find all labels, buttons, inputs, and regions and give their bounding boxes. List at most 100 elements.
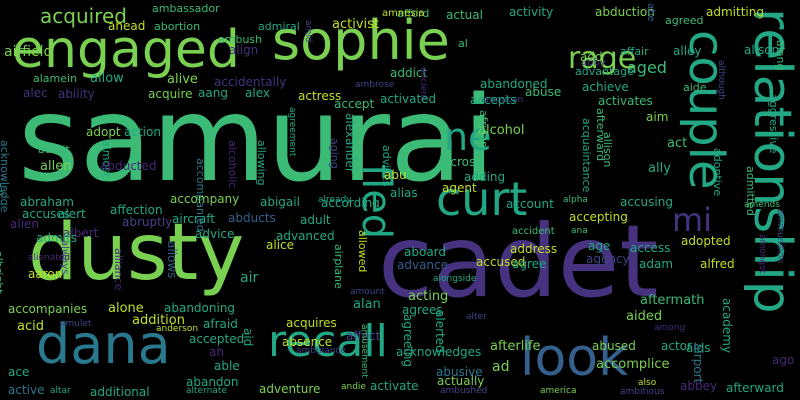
word-andie: andie [341,382,366,392]
word-abby: abby [581,57,606,68]
word-ace: ace [8,365,30,379]
word-academy: academy [720,298,734,354]
word-alec: alec [23,86,48,100]
word-abused: abused [592,339,636,353]
word-ana: ana [571,226,588,236]
word-absence: absence [282,335,333,349]
word-advanced: advanced [276,229,335,243]
word-alice: alice [266,238,295,252]
word-alive: alive [167,72,198,87]
word-accompany: accompany [170,192,240,206]
word-alter: alter [466,312,487,322]
word-amongst: amongst [757,234,767,274]
word-age: age [588,239,611,253]
word-abducts: abducts [228,211,276,225]
word-accepted: accepted [189,332,245,346]
word-adopt: adopt [86,125,121,139]
word-abigail: abigail [260,195,300,209]
word-dana: dana [36,313,171,376]
word-amends: amends [744,200,780,210]
word-ally: ally [648,161,671,176]
word-alamein: alamein [33,72,78,85]
word-activates: activates [598,94,653,108]
word-actress: actress [298,89,342,103]
word-agree: agree [512,257,547,271]
word-acquired: acquired [40,4,127,28]
word-albright: albright [0,251,5,294]
word-alias: alias [390,186,418,200]
word-allison: allison [601,132,614,168]
word-ne: ne [444,115,492,159]
word-adding: adding [464,170,506,184]
word-rage: rage [568,41,637,76]
word-aging: aging [328,138,341,169]
word-sophie: sophie [272,9,450,72]
word-access: access [630,241,671,255]
word-agreement: agreement [287,107,297,157]
word-adopted: adopted [681,234,731,248]
word-activate: activate [370,379,419,393]
word-aged: aged [627,58,667,77]
word-aboard: aboard [404,245,447,259]
word-ah: ah [209,345,224,359]
word-adventure: adventure [259,382,321,396]
word-align: align [229,43,259,57]
word-accused: accused [476,255,526,269]
word-advantage: advantage [575,65,634,78]
word-adoptive: adoptive [711,148,724,197]
word-among: among [654,323,686,333]
word-alone: alone [108,301,144,316]
word-airfield: airfield [4,44,53,60]
word-abraham: abraham [20,195,74,209]
word-alexander: alexander [343,113,357,173]
word-additional: additional [90,385,150,399]
word-addict: addict [390,66,428,80]
word-abandon: abandon [186,375,239,389]
word-afterlife: afterlife [490,339,541,354]
word-albert: albert [63,226,99,240]
word-aided: aided [626,309,663,324]
word-aids: aids [686,341,711,355]
word-accomplice: accomplice [596,357,670,372]
word-add: add [580,50,603,64]
word-allen: allen [40,159,72,174]
word-alex: alex [245,86,270,100]
word-across: across [443,155,482,169]
word-aftermath: aftermath [640,293,705,308]
word-acquire: acquire [148,87,193,101]
word-alcoholic: alcoholic [226,140,239,189]
word-amid: amid [303,20,313,43]
word-curt: curt [436,172,528,226]
word-alpha: alpha [563,195,588,205]
word-afford: afford [397,7,430,20]
word-anderson: anderson [156,324,199,334]
word-actual: actual [446,8,483,22]
word-abusive: abusive [436,365,483,379]
word-agreed: agreed [665,14,704,27]
word-aid: aid [241,328,255,347]
word-achieve: achieve [582,80,629,94]
word-aaron: aaron [28,267,63,281]
word-accepting: accepting [569,210,628,224]
word-afterward: afterward [726,381,784,395]
word-amount: amount [350,287,385,297]
word-alliance: alliance [112,248,125,291]
word-agrees: agrees [402,303,443,317]
word-actually: actually [437,374,485,388]
word-abbey: abbey [680,379,718,393]
word-abandoning: abandoning [164,301,236,315]
word-abuse: abuse [525,85,562,99]
word-adult: adult [300,213,331,227]
word-affection: affection [110,203,163,217]
word-accepts: accepts [470,93,517,107]
word-amnesia: amnesia [382,8,425,19]
word-america: america [540,386,577,396]
word-activist: activist [332,17,379,32]
word-abducted: abducted [100,159,157,173]
word-adam: adam [639,257,674,271]
word-advance: advance [397,258,449,272]
word-alongside: alongside [433,274,477,284]
word-affair: affair [620,45,649,58]
word-accept: accept [334,97,375,111]
